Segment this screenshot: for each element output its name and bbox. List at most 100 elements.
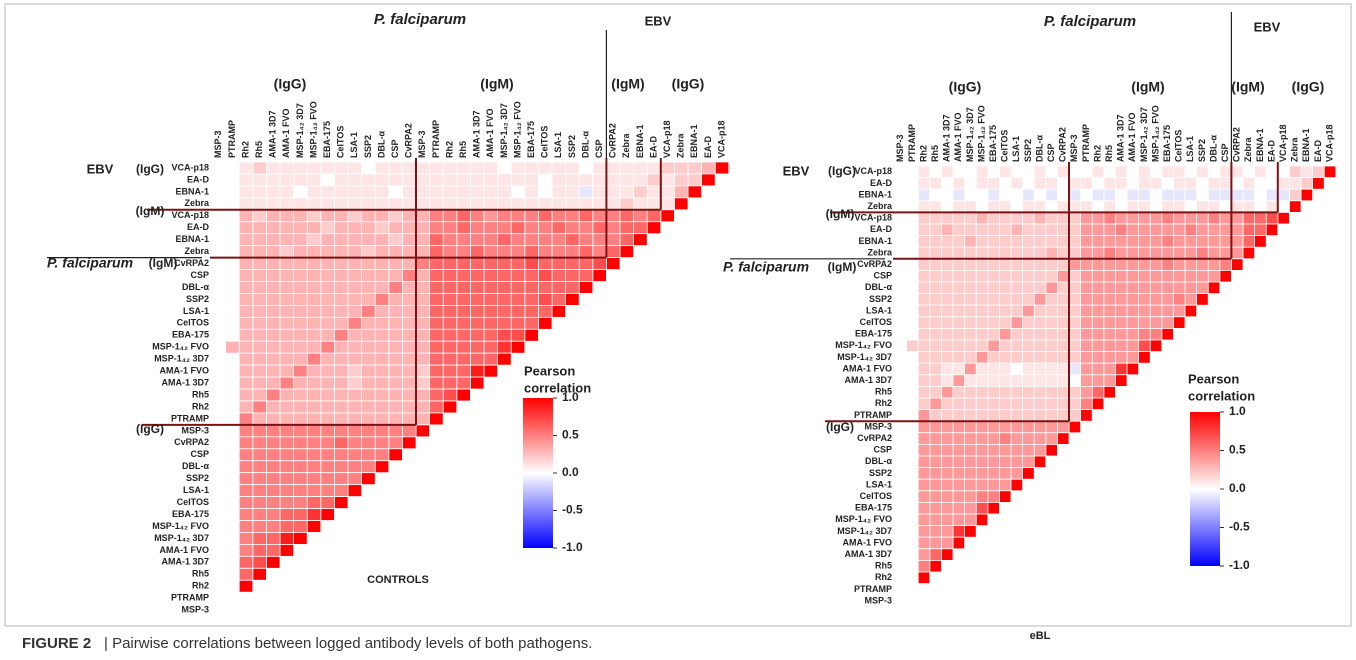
annotation: (IgM) — [1131, 79, 1164, 95]
row-label: MSP-1₄₂ FVO — [835, 340, 892, 350]
cell — [964, 351, 977, 364]
cell — [1045, 188, 1058, 202]
colorbar-tick-label: 0.5 — [562, 428, 579, 442]
cell — [1033, 281, 1047, 295]
cell — [401, 269, 417, 282]
cell — [320, 400, 335, 414]
cell — [252, 496, 267, 509]
cell — [1033, 443, 1047, 457]
cell — [497, 293, 512, 306]
cell — [1010, 374, 1024, 387]
row-label: DBL-α — [865, 282, 892, 292]
cell — [975, 362, 989, 376]
cell — [510, 185, 526, 199]
row-label: Rh2 — [192, 401, 209, 411]
column-label: CvRPA2 — [608, 123, 618, 158]
cell — [374, 173, 390, 187]
cell — [1126, 177, 1140, 190]
cell — [987, 327, 1000, 341]
cell — [964, 478, 977, 492]
cell — [361, 245, 376, 258]
cell — [333, 352, 349, 366]
cell — [401, 304, 417, 318]
cell — [1242, 211, 1256, 225]
column-label: CvRPA2 — [1058, 127, 1068, 162]
cell — [964, 443, 977, 457]
cell — [361, 257, 376, 270]
cell — [917, 571, 931, 585]
cell — [469, 293, 485, 306]
cell — [306, 233, 322, 247]
cell — [306, 197, 322, 211]
cell — [1173, 223, 1186, 237]
column-label: CelTOS — [1000, 130, 1010, 162]
cell — [252, 293, 267, 306]
cell — [524, 293, 539, 306]
cell — [1091, 293, 1105, 306]
cell — [415, 221, 431, 235]
column-label: EBA-175 — [322, 121, 332, 158]
cell — [975, 385, 989, 399]
cell — [964, 200, 977, 213]
cell — [374, 304, 390, 318]
cell — [578, 173, 594, 187]
cell — [265, 328, 281, 342]
cell — [347, 472, 363, 486]
cell — [347, 340, 363, 354]
cell — [442, 221, 458, 235]
cell — [1022, 374, 1035, 387]
cell — [646, 173, 662, 187]
cell — [565, 221, 580, 235]
cell — [952, 455, 966, 469]
cell — [1173, 293, 1186, 306]
cell — [306, 472, 322, 486]
cell — [456, 352, 471, 366]
cell — [456, 161, 471, 175]
cell — [1161, 293, 1174, 306]
cell — [333, 460, 349, 474]
cell — [401, 173, 417, 187]
cell — [565, 281, 580, 294]
cell — [1138, 304, 1151, 318]
cell — [1022, 339, 1035, 353]
cell — [964, 362, 977, 376]
cell — [347, 209, 363, 223]
cell — [1219, 223, 1232, 237]
cell — [1080, 165, 1093, 179]
cell — [1115, 374, 1128, 387]
cell — [238, 161, 254, 175]
cell — [320, 209, 335, 223]
cell — [674, 185, 689, 199]
cell — [456, 328, 471, 342]
row-label: LSA-1 — [183, 485, 209, 495]
cell — [1161, 211, 1174, 225]
cell — [999, 385, 1012, 399]
cell — [1033, 339, 1047, 353]
cell — [1080, 316, 1093, 329]
cell — [374, 233, 390, 247]
column-label: EA-D — [1266, 140, 1276, 162]
panel-label: CONTROLS — [367, 574, 429, 586]
cell — [238, 221, 254, 235]
cell — [293, 508, 308, 521]
cell — [1068, 258, 1082, 271]
cell — [987, 246, 1000, 260]
cell — [551, 293, 567, 306]
cell — [415, 304, 431, 318]
cell — [1080, 293, 1093, 306]
cell — [1161, 316, 1174, 329]
cell — [306, 304, 322, 318]
cell — [279, 185, 295, 199]
colorbar — [523, 398, 553, 548]
annotation: (IgM) — [1231, 79, 1264, 95]
cell — [941, 362, 954, 376]
cell — [975, 316, 989, 329]
cell — [456, 281, 471, 294]
cell — [1045, 443, 1058, 457]
cell — [1138, 223, 1151, 237]
column-label: DBL-α — [1208, 135, 1218, 162]
cell — [279, 340, 295, 354]
cell — [592, 197, 607, 211]
row-label: VCA-p18 — [171, 162, 209, 172]
column-label: CelTOS — [1174, 130, 1184, 162]
